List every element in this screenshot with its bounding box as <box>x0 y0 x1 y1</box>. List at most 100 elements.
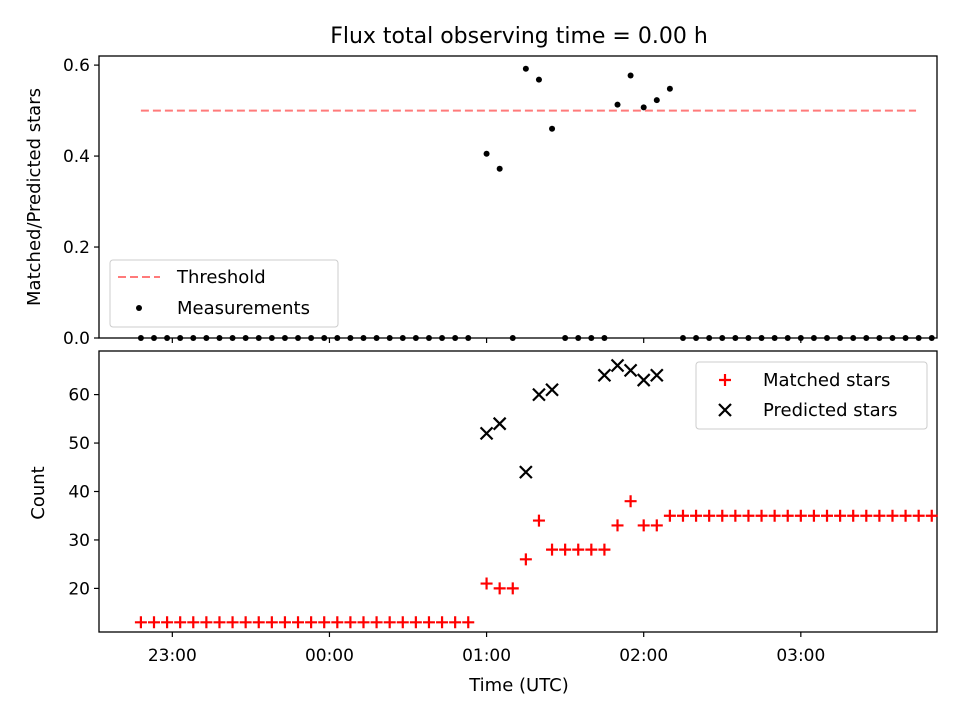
legend-measurements-label: Measurements <box>177 298 310 319</box>
bottom-legend-box <box>695 361 928 430</box>
predicted-star-marker <box>650 368 664 383</box>
matched-star-marker <box>134 616 147 629</box>
matched-star-marker <box>598 543 611 556</box>
predicted-star-marker <box>545 382 559 397</box>
predicted-star-marker <box>610 358 625 373</box>
measurement-point <box>334 335 341 341</box>
matched-star-marker <box>768 509 781 522</box>
matched-star-marker <box>174 616 187 629</box>
matched-star-marker <box>265 616 278 629</box>
matched-star-marker <box>742 509 755 522</box>
matched-star-marker <box>899 509 912 522</box>
matched-star-marker <box>781 509 794 522</box>
measurement-point <box>679 335 686 341</box>
matched-star-marker <box>807 509 820 522</box>
matched-star-marker <box>213 616 226 629</box>
predicted-star-marker <box>636 373 651 387</box>
x-tick-label: 01:00 <box>462 646 511 666</box>
measurement-point <box>653 97 660 104</box>
y-tick-label: 0.0 <box>63 329 90 349</box>
matched-star-marker <box>239 616 252 629</box>
legend-matched-label: Matched stars <box>763 370 890 391</box>
measurement-point <box>164 335 171 341</box>
matched-star-marker <box>821 509 834 522</box>
measurement-point <box>863 335 870 341</box>
matched-star-marker <box>506 582 519 595</box>
matched-star-marker <box>462 616 475 629</box>
y-tick-label: 20 <box>68 579 90 599</box>
measurement-point <box>203 335 210 341</box>
legend-predicted-swatch <box>718 403 732 417</box>
legend-matched-swatch <box>719 374 731 386</box>
measurement-point <box>465 335 472 341</box>
measurement-point <box>242 335 249 341</box>
measurement-point <box>483 150 490 157</box>
matched-star-marker <box>716 509 729 522</box>
measurement-point <box>575 335 582 341</box>
x-tick-label: 00:00 <box>305 646 354 666</box>
measurement-point <box>229 335 236 341</box>
matched-star-marker <box>624 495 637 508</box>
measurement-point <box>627 72 634 79</box>
figure-title: Flux total observing time = 0.00 h <box>330 24 708 49</box>
matched-star-marker <box>834 509 847 522</box>
matched-star-marker <box>252 616 265 629</box>
matched-star-marker <box>860 509 873 522</box>
measurement-point <box>386 335 393 341</box>
matched-star-marker <box>278 616 291 629</box>
matched-star-marker <box>292 616 305 629</box>
y-tick-label: 60 <box>68 386 90 406</box>
matched-star-marker <box>611 519 624 532</box>
measurement-point <box>137 335 144 341</box>
measurement-point <box>601 335 608 341</box>
predicted-star-marker <box>597 368 612 383</box>
matched-star-marker <box>344 616 357 629</box>
legend-measurements-swatch <box>136 305 142 311</box>
bottom-ylabel: Count <box>28 466 49 519</box>
matched-star-marker <box>925 509 938 522</box>
matched-star-marker <box>480 577 493 590</box>
legend-threshold-label: Threshold <box>176 267 266 288</box>
matched-star-marker <box>559 543 572 556</box>
measurement-point <box>268 335 275 341</box>
measurement-point <box>588 335 595 341</box>
matched-star-marker <box>585 543 598 556</box>
measurement-point <box>412 335 419 341</box>
xlabel: Time (UTC) <box>468 675 569 696</box>
measurement-point <box>915 335 922 341</box>
matched-star-marker <box>226 616 239 629</box>
top-ylabel: Matched/Predicted stars <box>24 88 45 306</box>
measurement-point <box>850 335 857 341</box>
measurement-point <box>295 335 302 341</box>
matched-star-marker <box>422 616 435 629</box>
matched-star-marker <box>357 616 370 629</box>
y-tick-label: 0.2 <box>63 238 90 258</box>
matched-star-marker <box>729 509 742 522</box>
matched-star-marker <box>912 509 925 522</box>
y-tick-label: 0.4 <box>63 147 90 167</box>
y-tick-label: 50 <box>68 434 90 454</box>
matched-star-marker <box>663 509 676 522</box>
matched-star-marker <box>449 616 462 629</box>
measurement-point <box>614 101 621 108</box>
matched-star-marker <box>703 509 716 522</box>
matched-star-marker <box>676 509 689 522</box>
x-tick-label: 03:00 <box>776 646 825 666</box>
measurement-point <box>509 335 516 341</box>
matched-star-marker <box>305 616 318 629</box>
measurement-point <box>797 335 804 341</box>
matched-star-marker <box>318 616 331 629</box>
matched-star-marker <box>200 616 213 629</box>
matched-star-marker <box>519 553 532 566</box>
measurement-point <box>706 335 713 341</box>
matched-star-marker <box>886 509 899 522</box>
measurement-point <box>562 335 569 341</box>
measurement-point <box>522 65 529 72</box>
matched-star-marker <box>161 616 174 629</box>
top-legend-box <box>109 259 339 328</box>
measurement-point <box>452 335 459 341</box>
measurement-point <box>321 335 328 341</box>
predicted-star-marker <box>492 416 507 431</box>
matched-star-marker <box>637 519 650 532</box>
